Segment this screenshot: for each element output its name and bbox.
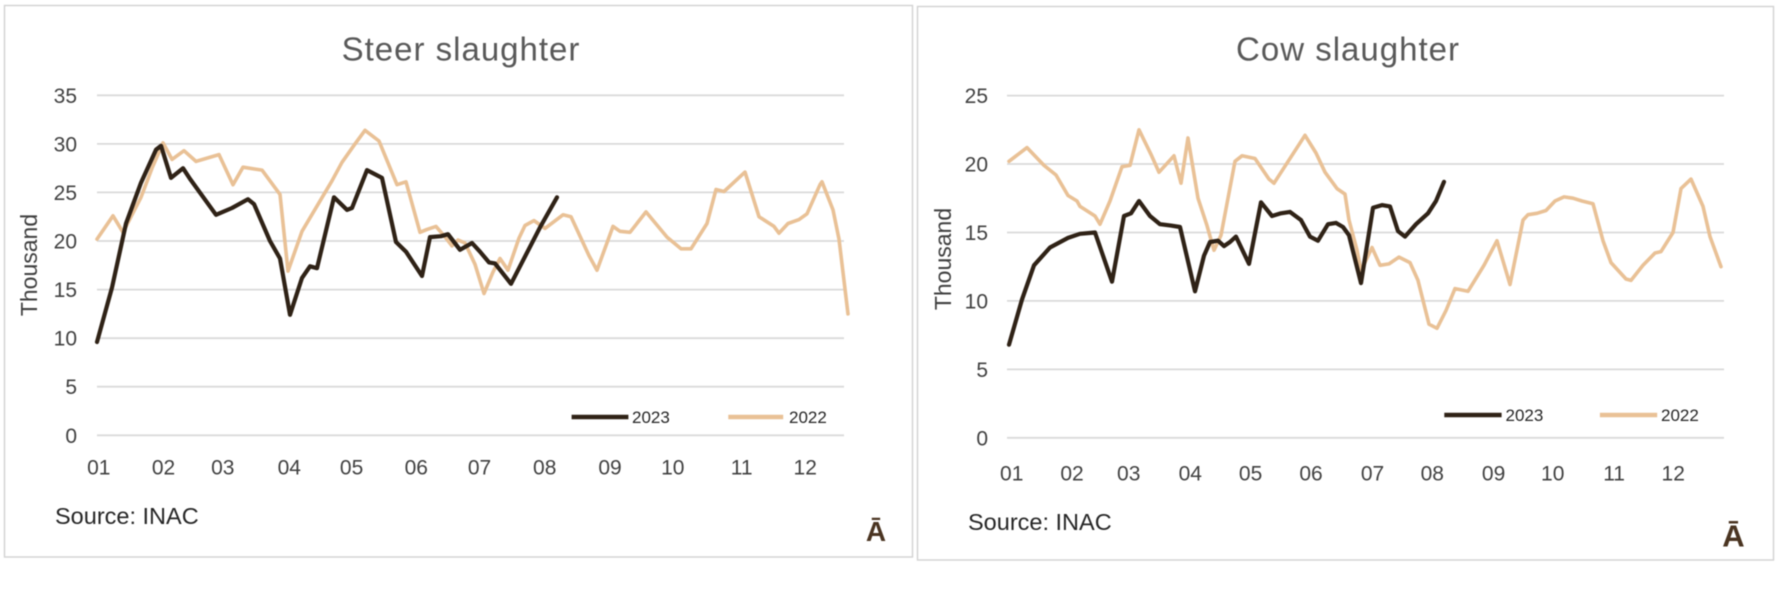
svg-text:12: 12	[794, 457, 817, 480]
svg-text:09: 09	[598, 457, 621, 480]
svg-text:03: 03	[1117, 463, 1140, 486]
svg-text:11: 11	[1603, 463, 1625, 486]
svg-text:06: 06	[405, 457, 428, 480]
svg-text:2022: 2022	[789, 408, 827, 427]
svg-text:11: 11	[731, 457, 753, 480]
svg-text:06: 06	[1299, 463, 1322, 486]
svg-text:02: 02	[152, 457, 175, 480]
svg-text:2023: 2023	[1506, 406, 1544, 425]
svg-text:Source: INAC: Source: INAC	[55, 503, 199, 529]
svg-text:25: 25	[965, 85, 988, 108]
svg-text:03: 03	[211, 457, 234, 480]
svg-text:04: 04	[1179, 463, 1203, 486]
svg-text:10: 10	[54, 328, 77, 351]
svg-text:Source: INAC: Source: INAC	[968, 509, 1112, 535]
svg-text:15: 15	[965, 222, 988, 245]
svg-text:5: 5	[65, 376, 77, 399]
svg-text:Thousand: Thousand	[930, 208, 956, 310]
svg-text:12: 12	[1662, 463, 1685, 486]
svg-text:07: 07	[1361, 463, 1384, 486]
svg-text:5: 5	[976, 359, 988, 382]
svg-text:0: 0	[65, 425, 77, 448]
svg-text:10: 10	[1541, 463, 1564, 486]
svg-text:01: 01	[1000, 463, 1023, 486]
svg-text:10: 10	[965, 290, 988, 313]
svg-text:2023: 2023	[632, 408, 670, 427]
svg-text:09: 09	[1482, 463, 1505, 486]
svg-text:Thousand: Thousand	[16, 214, 42, 316]
svg-text:08: 08	[533, 457, 556, 480]
svg-text:Cow slaughter: Cow slaughter	[1236, 31, 1460, 68]
svg-text:05: 05	[1239, 463, 1262, 486]
svg-text:02: 02	[1060, 463, 1083, 486]
svg-text:08: 08	[1421, 463, 1444, 486]
svg-text:Ā: Ā	[866, 516, 886, 547]
svg-text:10: 10	[661, 457, 684, 480]
svg-text:01: 01	[87, 457, 110, 480]
svg-text:20: 20	[54, 231, 77, 254]
svg-text:15: 15	[54, 279, 77, 302]
svg-text:Ā: Ā	[1722, 519, 1744, 554]
svg-text:0: 0	[976, 427, 988, 450]
svg-text:05: 05	[340, 457, 363, 480]
svg-text:04: 04	[278, 457, 302, 480]
svg-text:30: 30	[54, 133, 77, 156]
svg-text:25: 25	[54, 182, 77, 205]
svg-text:07: 07	[468, 457, 491, 480]
svg-text:20: 20	[965, 154, 988, 177]
svg-text:35: 35	[54, 85, 77, 108]
svg-text:Steer slaughter: Steer slaughter	[342, 31, 581, 68]
svg-text:2022: 2022	[1661, 406, 1699, 425]
